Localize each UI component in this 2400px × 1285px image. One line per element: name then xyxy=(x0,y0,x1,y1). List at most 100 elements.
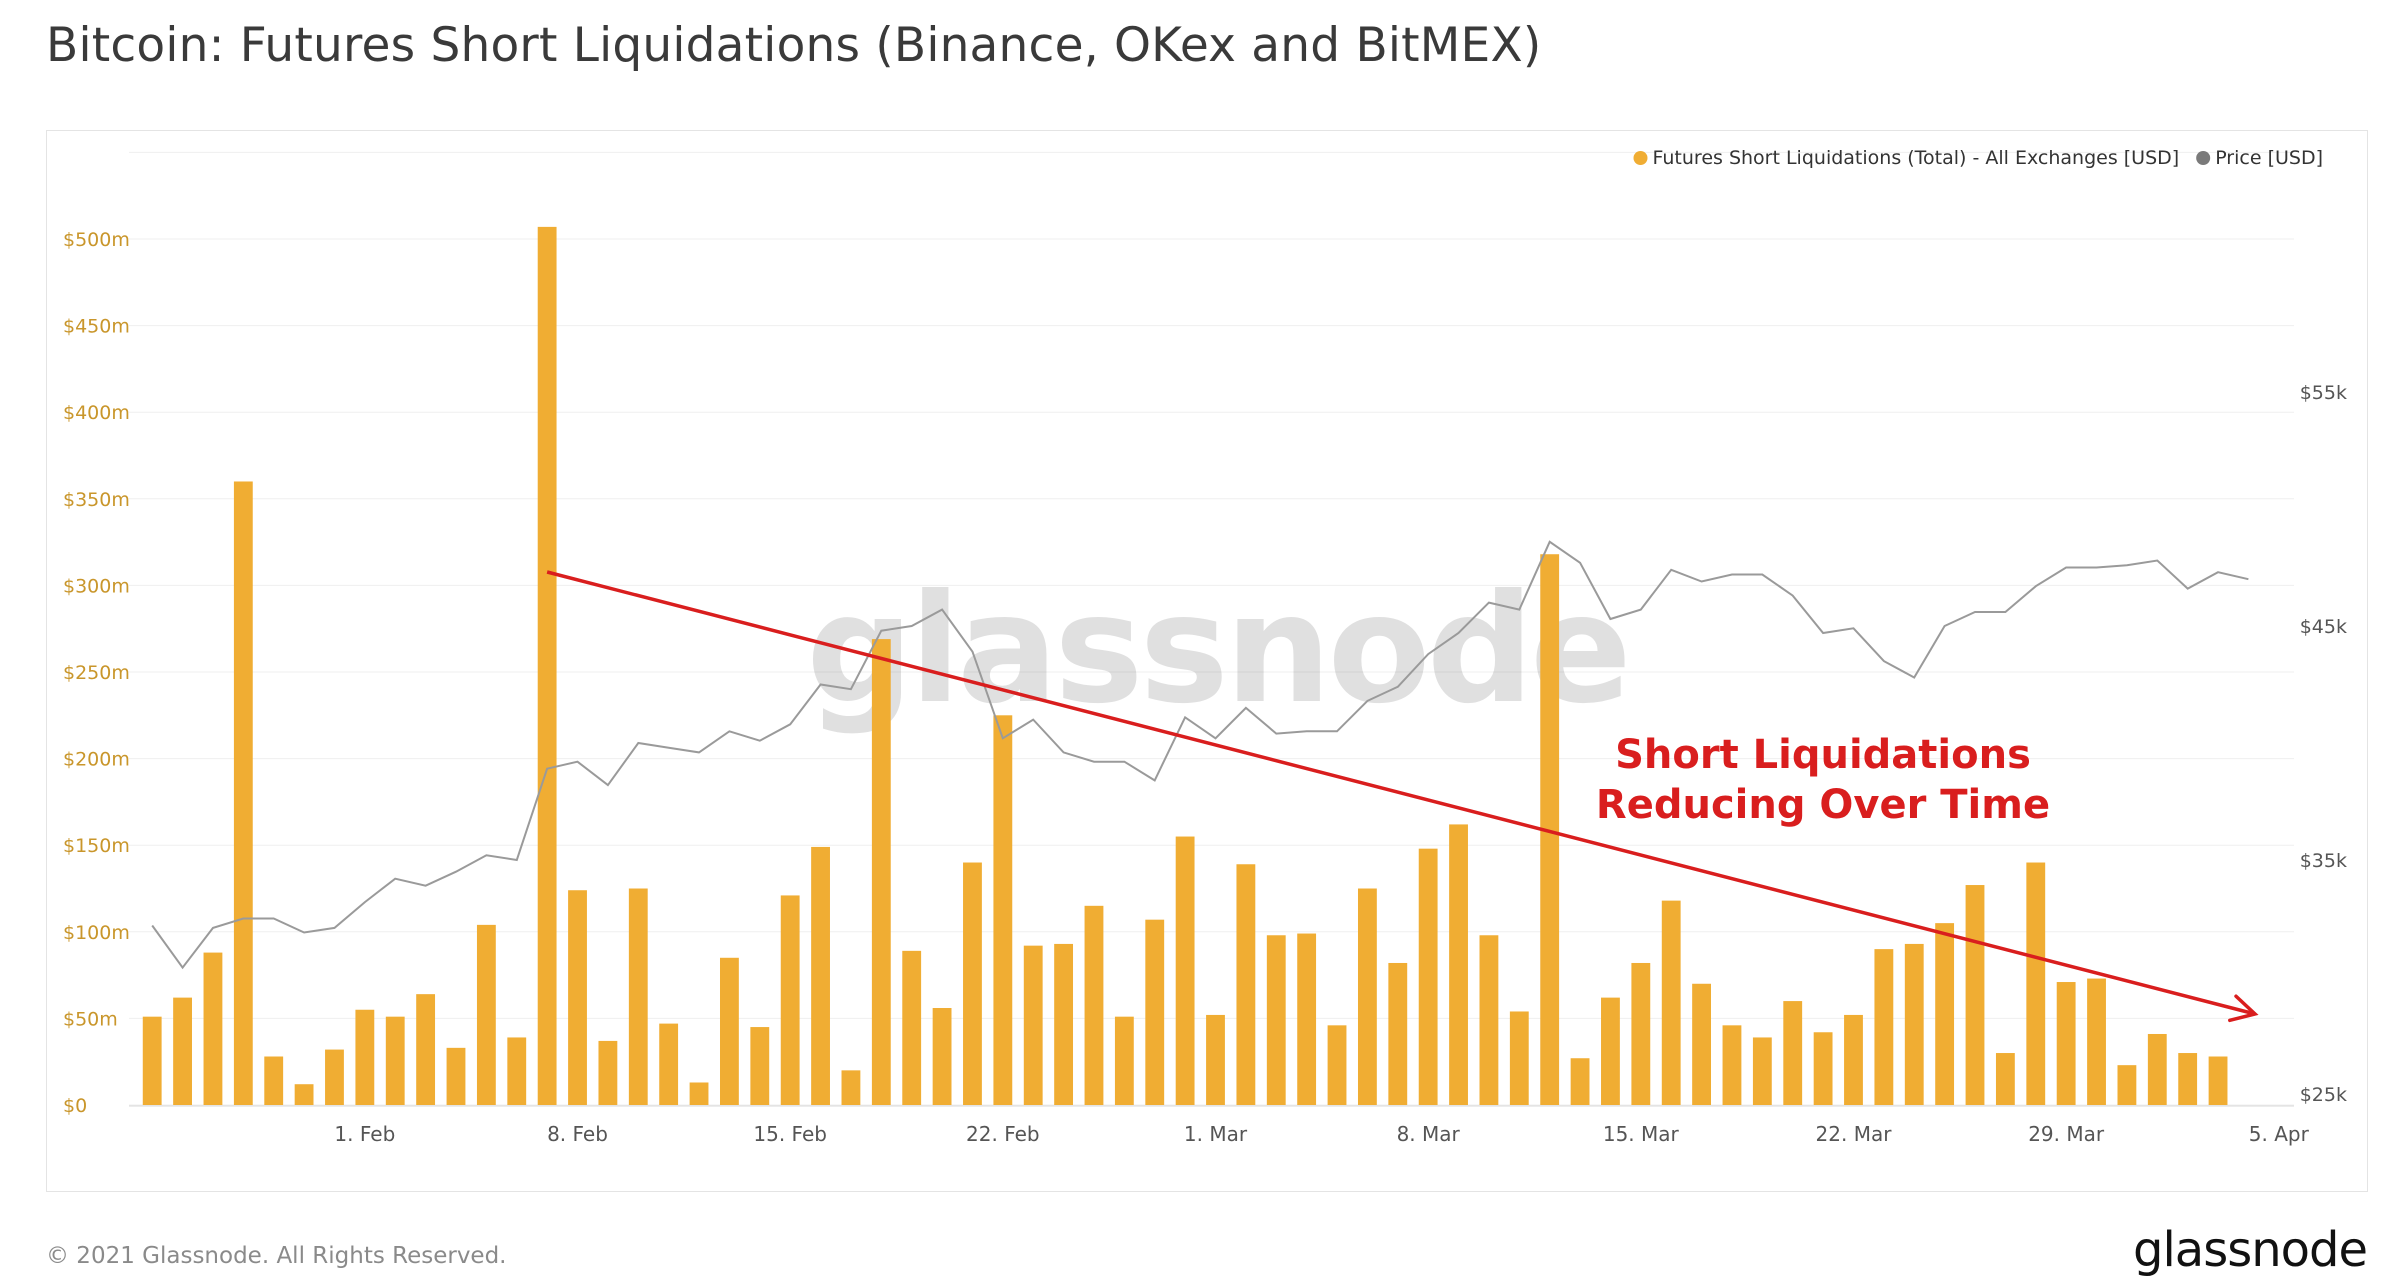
liquidation-bar xyxy=(173,997,192,1105)
chart-svg: $0 $50m $100m $150m $200m $250m $300m $350m $400… xyxy=(63,147,2347,1146)
liquidation-bar xyxy=(446,1047,466,1105)
x-axis-tick-label: 1. Mar xyxy=(1184,1122,1248,1146)
liquidation-bar xyxy=(325,1049,344,1105)
right-axis-tick-label: $45k xyxy=(2300,616,2347,638)
left-axis-tick-label: $450m xyxy=(63,316,130,338)
liquidation-bar xyxy=(1145,919,1165,1105)
right-axis-tick-label: $35k xyxy=(2300,850,2347,872)
liquidation-bar xyxy=(1479,935,1499,1105)
liquidation-bar xyxy=(689,1082,709,1105)
chart-title: Bitcoin: Futures Short Liquidations (Bin… xyxy=(46,18,1542,73)
liquidation-bar xyxy=(1844,1014,1863,1105)
liquidation-bar xyxy=(1023,945,1043,1105)
liquidation-bar xyxy=(963,862,982,1105)
copyright-text: © 2021 Glassnode. All Rights Reserved. xyxy=(46,1243,507,1269)
left-axis-tick-label: $400m xyxy=(63,402,130,424)
liquidation-bar xyxy=(1601,997,1620,1105)
liquidation-bar xyxy=(1813,1032,1833,1105)
liquidation-bar xyxy=(2178,1053,2198,1105)
chart-panel: $0 $50m $100m $150m $200m $250m $300m $350m $400… xyxy=(46,130,2368,1192)
liquidation-bar xyxy=(1540,554,1560,1105)
liquidation-bar xyxy=(628,888,648,1105)
liquidation-bar xyxy=(355,1009,375,1105)
liquidation-bar xyxy=(1935,923,1955,1105)
left-axis-tick-label: $250m xyxy=(63,662,130,684)
liquidation-bar xyxy=(1752,1037,1772,1105)
liquidation-bar xyxy=(385,1016,405,1105)
liquidation-bar xyxy=(1661,900,1681,1105)
left-axis-tick-label: $300m xyxy=(63,575,130,597)
liquidation-bar xyxy=(1266,935,1286,1105)
liquidation-bar xyxy=(1722,1025,1742,1105)
x-axis-tick-label: 22. Feb xyxy=(966,1122,1040,1146)
liquidation-bar xyxy=(932,1008,952,1105)
left-axis-tick-label: $150m xyxy=(63,835,130,857)
liquidation-bar xyxy=(294,1084,314,1105)
watermark: glassnode xyxy=(806,563,1628,737)
liquidation-bar xyxy=(2208,1056,2228,1105)
left-axis-tick-label: $500m xyxy=(63,229,130,251)
x-axis-tick-label: 1. Feb xyxy=(334,1122,395,1146)
liquidation-bar xyxy=(1084,905,1104,1105)
liquidation-bar xyxy=(2087,978,2106,1105)
legend-marker-price xyxy=(2196,151,2211,165)
legend-label-liquidations: Futures Short Liquidations (Total) - All… xyxy=(1653,147,2180,169)
liquidation-bar xyxy=(1783,1001,1803,1105)
trend-arrow-head xyxy=(2228,994,2259,1023)
liquidation-bar xyxy=(719,957,739,1105)
liquidation-bar xyxy=(1357,888,1377,1105)
liquidation-bar xyxy=(2117,1065,2137,1105)
liquidation-bar xyxy=(476,924,496,1105)
liquidation-bar xyxy=(1297,933,1317,1105)
liquidation-bar xyxy=(1995,1053,2015,1105)
left-axis-tick-label: $100m xyxy=(63,922,130,944)
liquidation-bar xyxy=(902,950,922,1105)
liquidation-bar xyxy=(1570,1058,1590,1105)
price-line xyxy=(151,540,2249,970)
liquidation-bar xyxy=(203,952,223,1105)
legend-marker-liquidations xyxy=(1633,151,1648,165)
liquidation-bar xyxy=(1175,836,1195,1105)
annotation-text: Short Liquidations xyxy=(1615,732,2031,778)
x-axis-tick-label: 15. Feb xyxy=(753,1122,827,1146)
x-axis-tick-label: 15. Mar xyxy=(1603,1122,1680,1146)
liquidation-bar xyxy=(1054,943,1074,1105)
liquidation-bar xyxy=(264,1056,284,1105)
x-axis-tick-label: 8. Mar xyxy=(1397,1122,1461,1146)
left-axis-tick-label: $350m xyxy=(63,489,130,511)
liquidation-bar xyxy=(233,481,253,1106)
liquidation-bar xyxy=(142,1016,162,1105)
liquidation-bar xyxy=(871,639,891,1105)
liquidation-bar xyxy=(2026,862,2046,1105)
trend-arrow-line xyxy=(546,570,2256,1016)
liquidation-bar xyxy=(1388,962,1408,1105)
liquidation-bar xyxy=(1449,824,1468,1105)
liquidation-bar xyxy=(841,1070,861,1105)
liquidation-bar xyxy=(1418,848,1438,1105)
liquidation-bar xyxy=(659,1023,679,1105)
liquidation-bar xyxy=(1965,885,1985,1105)
left-axis-tick-label: $50m xyxy=(63,1008,118,1030)
left-axis-tick-label: $0 xyxy=(63,1095,87,1117)
liquidation-bar xyxy=(1236,864,1256,1105)
liquidation-bar xyxy=(750,1027,770,1105)
liquidation-bar xyxy=(1692,983,1712,1105)
liquidation-bar xyxy=(993,715,1013,1105)
bar-series xyxy=(142,226,2228,1106)
right-axis-tick-label: $25k xyxy=(2300,1084,2347,1106)
liquidation-bar xyxy=(1904,943,1924,1105)
liquidation-bar xyxy=(1206,1014,1225,1105)
x-axis-tick-label: 8. Feb xyxy=(547,1122,608,1146)
liquidation-bar xyxy=(1874,949,1894,1105)
x-axis-tick-label: 29. Mar xyxy=(2028,1122,2105,1146)
liquidation-bar xyxy=(1631,962,1651,1105)
legend-label-price: Price [USD] xyxy=(2215,147,2323,169)
glassnode-logo: glassnode xyxy=(2132,1222,2368,1278)
liquidation-bar xyxy=(1327,1025,1347,1105)
left-axis-tick-label: $200m xyxy=(63,749,130,771)
liquidation-bar xyxy=(1114,1016,1134,1105)
liquidation-bar xyxy=(2056,982,2076,1105)
liquidation-bar xyxy=(811,846,830,1105)
liquidation-bar xyxy=(507,1037,527,1105)
liquidation-bar xyxy=(780,895,800,1105)
